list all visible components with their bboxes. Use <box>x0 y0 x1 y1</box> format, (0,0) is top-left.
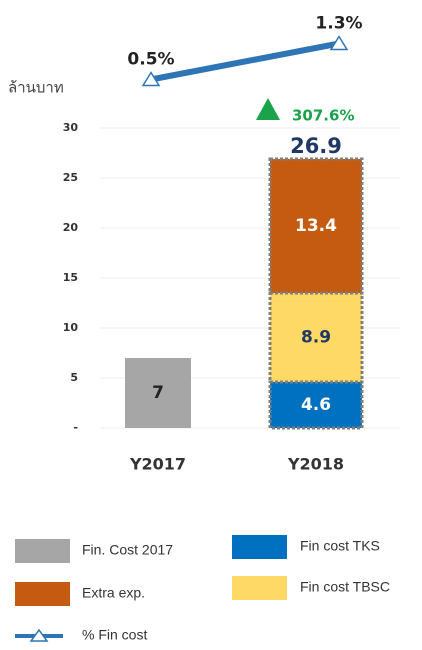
y-tick-label: 10 <box>63 321 79 334</box>
legend-label: Fin cost TBSC <box>300 579 390 595</box>
total-label: 26.9 <box>290 134 342 158</box>
legend-swatch <box>15 582 70 606</box>
y-tick-label: 20 <box>63 221 79 234</box>
line-marker <box>329 35 349 51</box>
bar-segment <box>125 358 191 428</box>
legend-swatch <box>232 535 287 559</box>
y-tick-label: - <box>73 421 78 434</box>
line-value-label: 0.5% <box>127 50 174 70</box>
bar-value-label: 7 <box>152 383 164 403</box>
bar-segment <box>268 157 364 295</box>
legend-label: % Fin cost <box>82 627 147 643</box>
y-tick-label: 15 <box>63 271 78 284</box>
line-value-label: 1.3% <box>315 14 362 34</box>
y-tick-label: 30 <box>63 121 79 134</box>
legend-label: Extra exp. <box>82 585 145 601</box>
y-tick-label: 5 <box>70 371 78 384</box>
x-tick-label: Y2018 <box>287 455 344 474</box>
bar-value-label: 13.4 <box>295 216 337 236</box>
legend-swatch <box>232 576 287 600</box>
bar-value-label: 4.6 <box>301 395 331 415</box>
annotation: 307.6% <box>292 107 354 125</box>
bar-value-label: 8.9 <box>301 328 331 348</box>
legend-marker <box>29 628 49 642</box>
line-marker <box>141 71 161 87</box>
legend-swatch <box>15 539 70 563</box>
legend-label: Fin cost TKS <box>300 538 380 554</box>
y-axis-label: ล้านบาท <box>8 79 64 97</box>
up-arrow <box>256 98 280 120</box>
bar-segment <box>268 291 364 384</box>
legend-label: Fin. Cost 2017 <box>82 542 173 558</box>
x-tick-label: Y2017 <box>129 455 186 474</box>
y-tick-label: 25 <box>63 171 78 184</box>
line <box>150 40 340 83</box>
